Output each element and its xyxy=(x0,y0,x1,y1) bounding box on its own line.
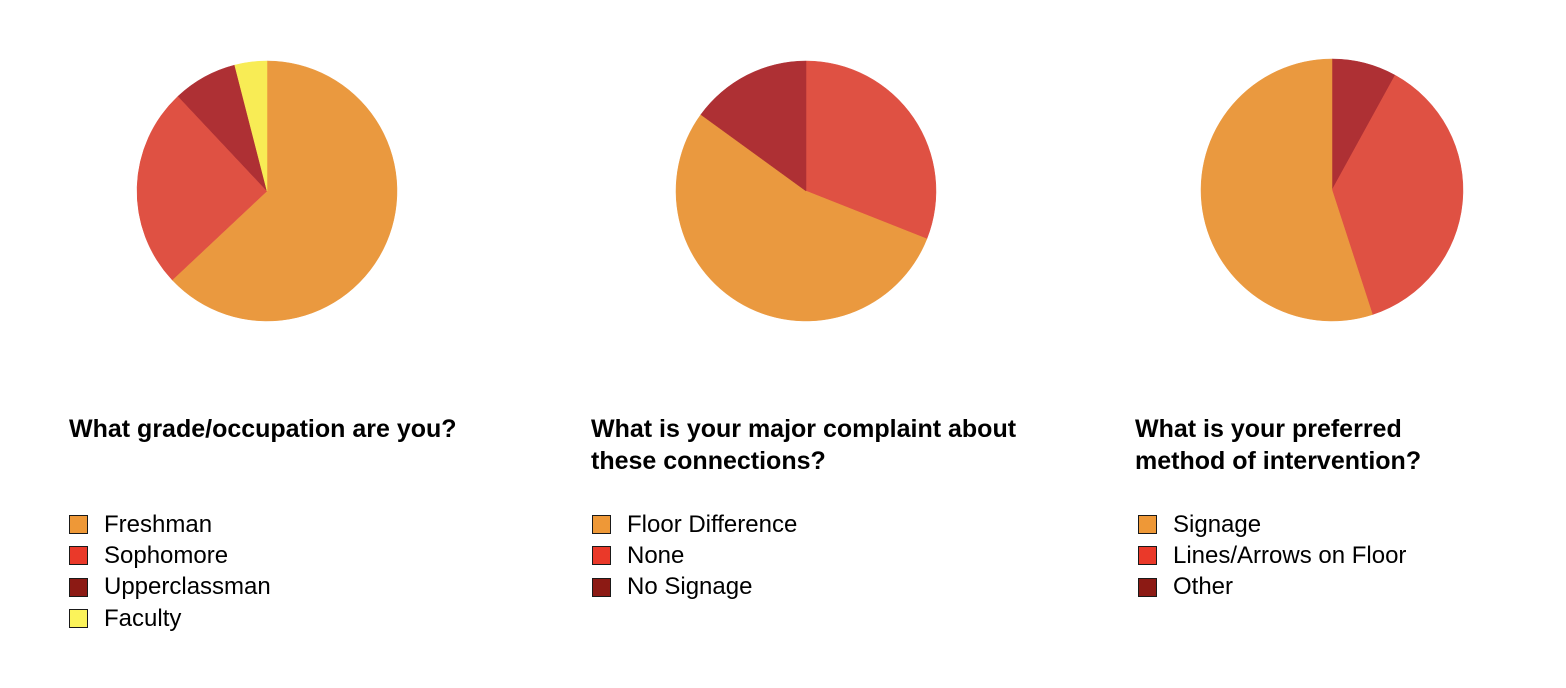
legend-item-floor-difference: Floor Difference xyxy=(592,509,797,540)
pie-slice-lines-arrows-on-floor xyxy=(1331,74,1464,315)
pie-slice-no-signage xyxy=(700,60,807,192)
legend-label: Other xyxy=(1173,573,1234,601)
chart-title: What is your preferred method of interve… xyxy=(1135,415,1422,475)
legend-label: Lines/Arrows on Floor xyxy=(1173,541,1407,569)
legend: Freshman Sophomore Upperclassman Faculty xyxy=(69,509,271,634)
legend-item-none: None xyxy=(592,540,797,571)
legend-item-lines-arrows-on-floor: Lines/Arrows on Floor xyxy=(1138,540,1406,571)
legend: Signage Lines/Arrows on Floor Other xyxy=(1138,509,1406,603)
legend-label: None xyxy=(627,541,685,569)
legend-item-no-signage: No Signage xyxy=(592,572,797,603)
legend: Floor Difference None No Signage xyxy=(592,509,797,603)
pie-chart-grade xyxy=(136,60,398,322)
legend-label: Signage xyxy=(1173,510,1262,538)
legend-swatch xyxy=(1138,546,1157,566)
legend-swatch xyxy=(1138,515,1157,535)
legend-swatch xyxy=(1138,577,1157,597)
legend-swatch xyxy=(592,515,611,535)
chart-panel-intervention: What is your preferred method of interve… xyxy=(1040,0,1560,688)
legend-label: Upperclassman xyxy=(104,573,271,601)
legend-swatch xyxy=(69,515,88,535)
chart-panel-grade: What grade/occupation are you? Freshman S… xyxy=(0,0,520,688)
legend-item-sophomore: Sophomore xyxy=(69,540,271,571)
legend-item-signage: Signage xyxy=(1138,509,1406,540)
legend-label: Sophomore xyxy=(104,541,229,569)
legend-swatch xyxy=(69,609,88,629)
legend-item-faculty: Faculty xyxy=(69,603,271,634)
legend-label: Faculty xyxy=(104,604,182,632)
chart-title: What grade/occupation are you? xyxy=(69,415,457,443)
pie-chart-complaint xyxy=(675,60,937,322)
legend-item-freshman: Freshman xyxy=(69,509,271,540)
chart-title: What is your major complaint about these… xyxy=(591,415,1017,475)
legend-swatch xyxy=(592,577,611,597)
pie-slice-none xyxy=(805,60,937,240)
pie-slice-floor-difference xyxy=(675,114,928,322)
legend-label: Floor Difference xyxy=(627,510,798,538)
pie-slice-sophomore xyxy=(136,95,268,281)
legend-swatch xyxy=(592,546,611,566)
pie-slice-faculty xyxy=(234,60,268,192)
chart-panel-complaint: What is your major complaint about these… xyxy=(520,0,1040,688)
pie-chart-intervention xyxy=(1200,58,1464,322)
pie-slice-signage xyxy=(1200,58,1373,322)
legend-item-other: Other xyxy=(1138,572,1406,603)
legend-label: Freshman xyxy=(104,510,213,538)
legend-item-upperclassman: Upperclassman xyxy=(69,572,271,603)
legend-label: No Signage xyxy=(627,573,753,601)
legend-swatch xyxy=(69,577,88,597)
pie-slice-freshman xyxy=(171,60,398,322)
legend-swatch xyxy=(69,546,88,566)
